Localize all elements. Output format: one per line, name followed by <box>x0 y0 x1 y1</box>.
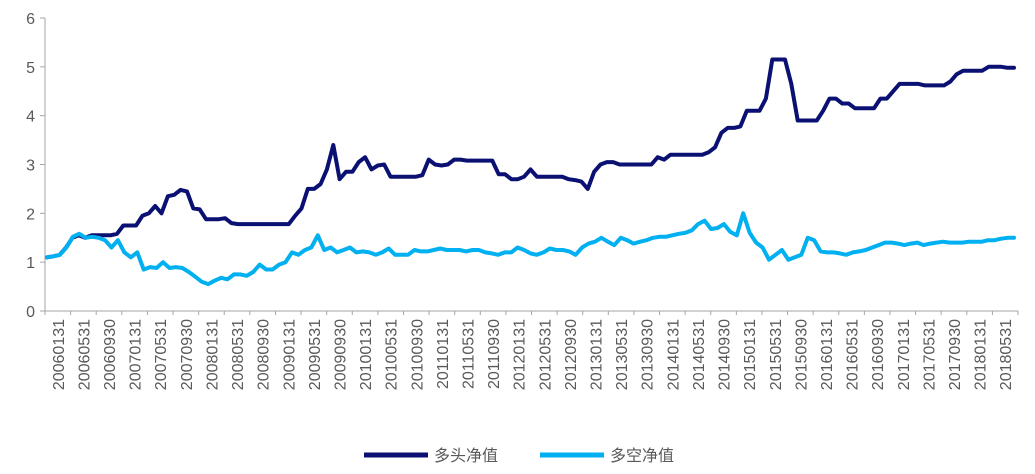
y-tick-label: 0 <box>26 304 35 321</box>
x-tick-label: 20100930 <box>409 319 426 390</box>
x-tick-label: 20090131 <box>281 319 298 390</box>
x-tick-label: 20130930 <box>640 319 657 390</box>
x-tick-label: 20150131 <box>742 319 759 390</box>
x-tick-label: 20060131 <box>51 319 68 390</box>
series-line-1 <box>45 57 1016 260</box>
x-tick-label: 20160531 <box>845 319 862 390</box>
x-tick-label: 20060531 <box>76 319 93 390</box>
y-tick-label: 2 <box>26 206 35 223</box>
x-tick-label: 20120930 <box>563 319 580 390</box>
x-tick-label: 20100531 <box>384 319 401 390</box>
x-tick-label: 20130131 <box>589 319 606 390</box>
x-tick-label: 20070531 <box>153 319 170 390</box>
x-tick-label: 20150531 <box>768 319 785 390</box>
x-tick-label: 20120531 <box>537 319 554 390</box>
x-tick-label: 20090930 <box>332 319 349 390</box>
x-tick-label: 20130531 <box>614 319 631 390</box>
x-tick-label: 20080930 <box>256 319 273 390</box>
x-tick-label: 20080131 <box>204 319 221 390</box>
y-tick-label: 3 <box>26 158 35 175</box>
x-tick-label: 20150930 <box>793 319 810 390</box>
x-tick-label: 20170131 <box>896 319 913 390</box>
x-tick-label: 20070131 <box>128 319 145 390</box>
x-tick-label: 20140930 <box>717 319 734 390</box>
legend-label-1: 多头净值 <box>434 446 498 465</box>
y-tick-label: 5 <box>26 60 35 77</box>
x-tick-label: 20160131 <box>819 319 836 390</box>
x-tick-label: 20170531 <box>921 319 938 390</box>
x-tick-label: 20060930 <box>102 319 119 390</box>
x-tick-label: 20140531 <box>691 319 708 390</box>
x-tick-label: 20110531 <box>460 319 477 389</box>
x-tick-label: 20090531 <box>307 319 324 390</box>
x-tick-label: 20160930 <box>870 319 887 390</box>
legend-label-2: 多空净值 <box>610 446 674 465</box>
x-tick-label: 20070930 <box>179 319 196 390</box>
x-tick-label: 20100131 <box>358 319 375 390</box>
x-tick-label: 20120131 <box>512 319 529 390</box>
x-tick-label: 20110930 <box>486 319 503 389</box>
y-tick-label: 1 <box>26 255 35 272</box>
y-tick-label: 4 <box>26 109 35 126</box>
series-line-2 <box>45 211 1016 287</box>
x-tick-label: 20170930 <box>947 319 964 390</box>
y-tick-label: 6 <box>26 11 35 28</box>
x-tick-label: 20180531 <box>998 319 1015 390</box>
x-tick-label: 20110131 <box>435 319 452 389</box>
x-tick-label: 20080531 <box>230 319 247 390</box>
x-tick-label: 20140131 <box>665 319 682 390</box>
x-tick-label: 20180131 <box>973 319 990 390</box>
